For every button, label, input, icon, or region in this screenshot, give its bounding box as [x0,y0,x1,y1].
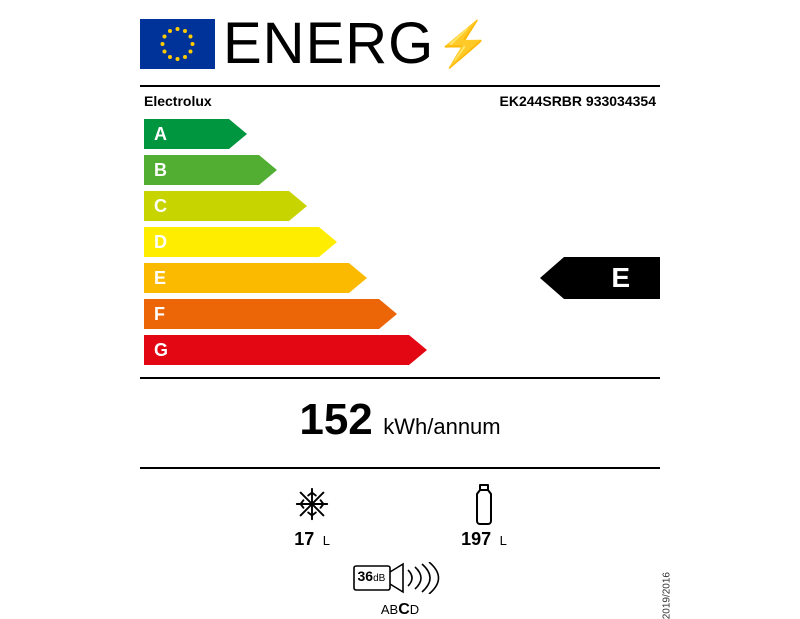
class-letter: A [154,124,167,145]
annual-consumption: 152 kWh/annum [130,379,670,467]
efficiency-class-e: E [144,263,367,293]
noise-class-c: C [398,601,410,618]
brand-name: Electrolux [144,93,212,109]
model-number: EK244SRBR 933034354 [500,93,656,109]
energy-text: ENERG [223,10,434,77]
brand-model-row: Electrolux EK244SRBR 933034354 [130,87,670,119]
noise-class-scale: ABCD [130,601,670,619]
noise-db-unit: dB [373,573,385,584]
lightning-icon: ⚡ [436,18,492,70]
noise-class-a: A [381,602,390,617]
noise-class-b: B [390,602,399,617]
compartment-volumes: 17 L 197 L [130,469,670,550]
freezer-volume-value: 17 [294,529,314,550]
fridge-volume-value: 197 [461,529,491,550]
class-letter: E [154,268,166,289]
efficiency-class-f: F [144,299,397,329]
efficiency-class-c: C [144,191,307,221]
class-letter: D [154,232,167,253]
class-letter: B [154,160,167,181]
snowflake-icon [293,483,331,525]
noise-db-value: 36 [358,568,374,584]
efficiency-class-b: B [144,155,277,185]
noise-class-d: D [410,602,419,617]
eu-flag-icon [140,19,215,69]
speaker-icon: 36dB [353,562,448,594]
selected-class-letter: E [611,262,630,294]
fridge-volume-unit: L [500,533,507,548]
regulation-number: 2019/2016 [661,572,672,619]
class-letter: F [154,304,165,325]
energy-label: ENERG ⚡ Electrolux EK244SRBR 933034354 A… [130,10,670,590]
class-letter: G [154,340,168,361]
efficiency-class-g: G [144,335,427,365]
efficiency-class-a: A [144,119,247,149]
noise-value: 36dB [358,568,386,584]
consumption-unit: kWh/annum [383,414,500,440]
fridge-compartment: 197 L [461,483,507,550]
selected-class-pointer: E [540,257,660,299]
efficiency-class-d: D [144,227,337,257]
noise-emission: 36dB ABCD [130,562,670,619]
efficiency-scale: ABCDEFGE [130,119,670,377]
class-letter: C [154,196,167,217]
freezer-volume-unit: L [323,533,330,548]
energy-wordmark: ENERG ⚡ [223,10,492,77]
bottle-icon [461,483,507,525]
label-header: ENERG ⚡ [130,10,670,85]
consumption-value: 152 [299,395,372,445]
freezer-compartment: 17 L [293,483,331,550]
